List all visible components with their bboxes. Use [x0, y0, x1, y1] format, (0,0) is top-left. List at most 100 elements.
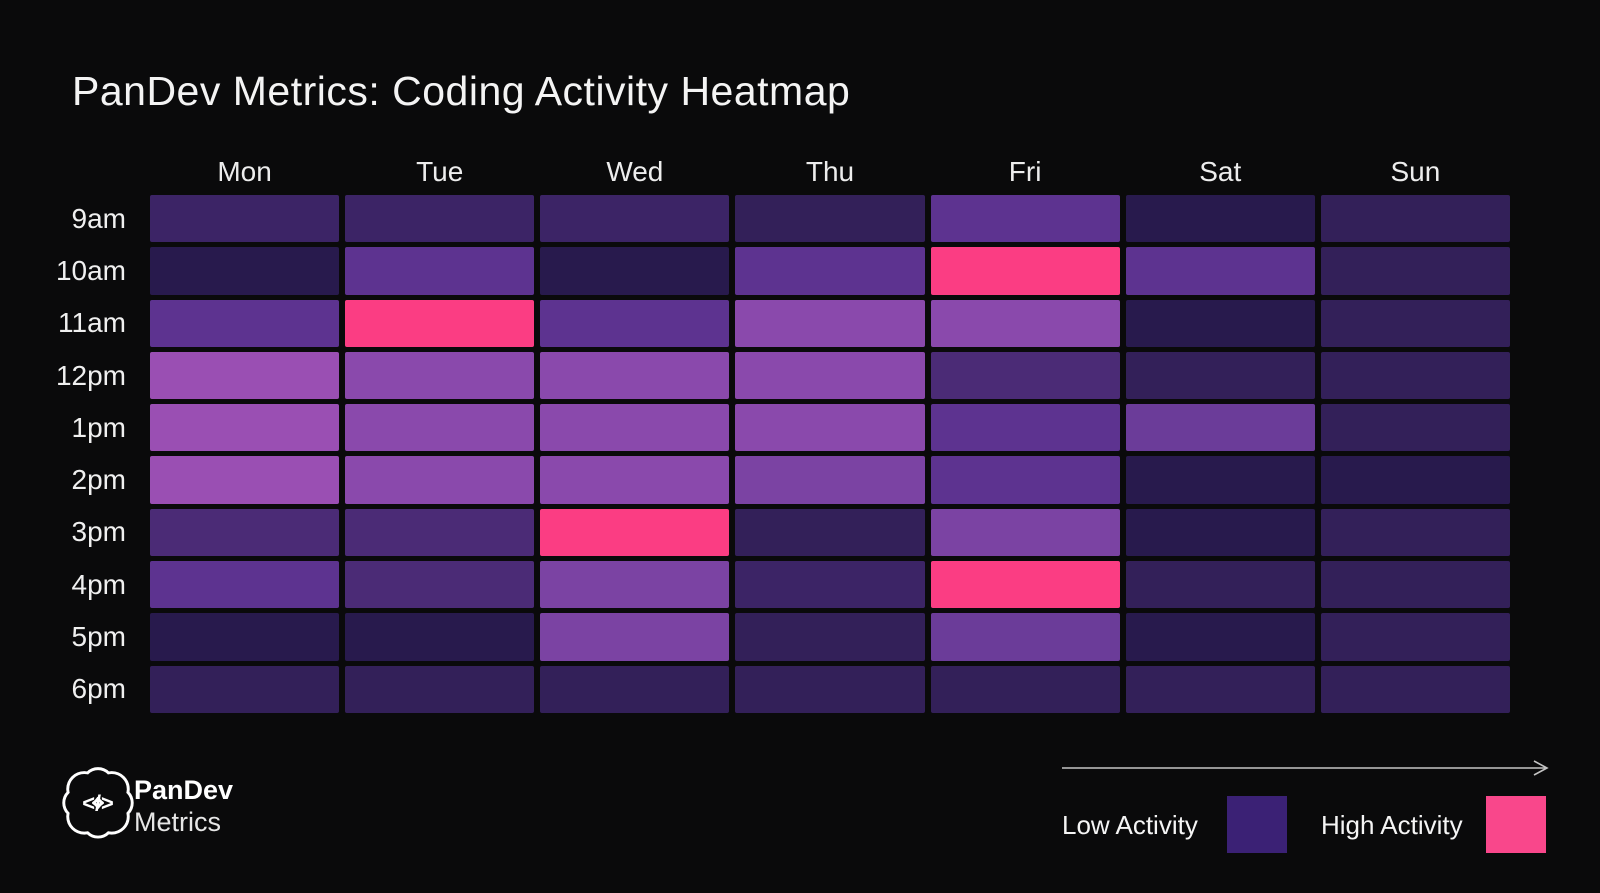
heatmap-cell [1125, 456, 1315, 504]
code-glyph: </> [82, 790, 114, 815]
heatmap-cell [150, 665, 340, 713]
heatmap-cell [930, 299, 1120, 347]
heatmap-cell [150, 351, 340, 400]
hour-label: 12pm [55, 359, 126, 391]
brand-name-bottom: Metrics [134, 807, 221, 837]
heatmap-cell [150, 195, 340, 243]
heatmap-cell [1320, 613, 1510, 661]
heatmap-cell [1125, 404, 1315, 452]
heatmap-cell [345, 351, 535, 400]
heatmap-cell [345, 299, 535, 347]
day-header: Thu [805, 156, 855, 187]
arrow-right-icon [1062, 760, 1549, 776]
hour-label: 2pm [71, 464, 126, 496]
heatmap-cell [1125, 508, 1315, 557]
heatmap-cell [930, 404, 1120, 452]
hour-label: 6pm [71, 673, 126, 705]
heatmap-cell [1125, 195, 1315, 243]
heatmap-cell [345, 404, 535, 452]
heatmap-cell [930, 613, 1120, 661]
heatmap-cell [1125, 247, 1315, 295]
heatmap-cell [345, 561, 535, 609]
heatmap-cell [1320, 665, 1510, 713]
heatmap-cell [150, 561, 340, 609]
day-header: Fri [1008, 156, 1042, 187]
page-title: PanDev Metrics: Coding Activity Heatmap [72, 68, 851, 114]
heatmap-grid [150, 195, 1510, 713]
heatmap-cell [1320, 508, 1510, 557]
heatmap-cell [930, 195, 1120, 243]
heatmap-cell [540, 299, 730, 347]
heatmap-cell [1125, 665, 1315, 713]
heatmap-cell [150, 508, 340, 557]
heatmap-cell [345, 613, 535, 661]
heatmap-cell [150, 404, 340, 452]
brand-name-top: PanDev [134, 775, 234, 805]
heatmap-cell [735, 456, 925, 504]
heatmap-cell [150, 456, 340, 504]
heatmap-cell [1320, 299, 1510, 347]
heatmap-cell [345, 508, 535, 557]
heatmap-cell [930, 456, 1120, 504]
heatmap-cell [735, 299, 925, 347]
heatmap-cell [1320, 351, 1510, 400]
heatmap-cell [540, 456, 730, 504]
heatmap-cell [540, 351, 730, 400]
hour-label: 11am [58, 307, 126, 339]
hour-label: 3pm [71, 516, 126, 548]
heatmap-cell [1125, 351, 1315, 400]
heatmap-cell [735, 247, 925, 295]
heatmap-cell [930, 508, 1120, 557]
day-header: Wed [606, 156, 664, 187]
hour-label: 5pm [71, 621, 126, 653]
heatmap-cell [1125, 561, 1315, 609]
brand-name: PanDev Metrics [134, 774, 233, 838]
heatmap-cell [540, 665, 730, 713]
heatmap-cell [1320, 404, 1510, 452]
heatmap-cell [345, 456, 535, 504]
heatmap-cell [930, 247, 1120, 295]
heatmap-cell [540, 561, 730, 609]
heatmap-cell [1320, 247, 1510, 295]
heatmap-cell [735, 404, 925, 452]
heatmap-cell [1125, 299, 1315, 347]
heatmap-cell [1320, 561, 1510, 609]
day-header: Mon [217, 156, 272, 187]
heatmap-cell [735, 351, 925, 400]
heatmap-cell [540, 613, 730, 661]
heatmap-cell [345, 195, 535, 243]
heatmap-cell [930, 351, 1120, 400]
hour-label: 9am [71, 202, 126, 234]
day-header: Sat [1199, 156, 1242, 187]
day-header-row: Mon Tue Wed Thu Fri Sat Sun [150, 156, 1510, 188]
legend-low-label: Low Activity [1062, 810, 1198, 840]
hour-label-column: 9am 10am 11am 12pm 1pm 2pm 3pm 4pm 5pm 6pm [0, 195, 126, 713]
heatmap-cell [735, 508, 925, 557]
legend-high-label: High Activity [1321, 810, 1463, 840]
heatmap-cell [345, 665, 535, 713]
legend-high-swatch [1486, 796, 1546, 853]
heatmap-cell [1320, 195, 1510, 243]
heatmap-cell [540, 195, 730, 243]
heatmap-cell [345, 247, 535, 295]
hour-label: 10am [55, 254, 126, 286]
heatmap-cell [540, 404, 730, 452]
heatmap-cell [150, 247, 340, 295]
heatmap-cell [1320, 456, 1510, 504]
heatmap-cell [735, 613, 925, 661]
hour-label: 1pm [71, 411, 126, 443]
day-header: Tue [416, 156, 464, 187]
hour-label: 4pm [71, 568, 126, 600]
heatmap-cell [735, 665, 925, 713]
brain-code-icon: </> [62, 767, 134, 839]
heatmap-cell [930, 561, 1120, 609]
heatmap-cell [735, 561, 925, 609]
heatmap-cell [735, 195, 925, 243]
heatmap-cell [150, 299, 340, 347]
heatmap-cell [150, 613, 340, 661]
day-header: Sun [1390, 156, 1441, 187]
heatmap-cell [1125, 613, 1315, 661]
heatmap-cell [930, 665, 1120, 713]
heatmap-cell [540, 508, 730, 557]
